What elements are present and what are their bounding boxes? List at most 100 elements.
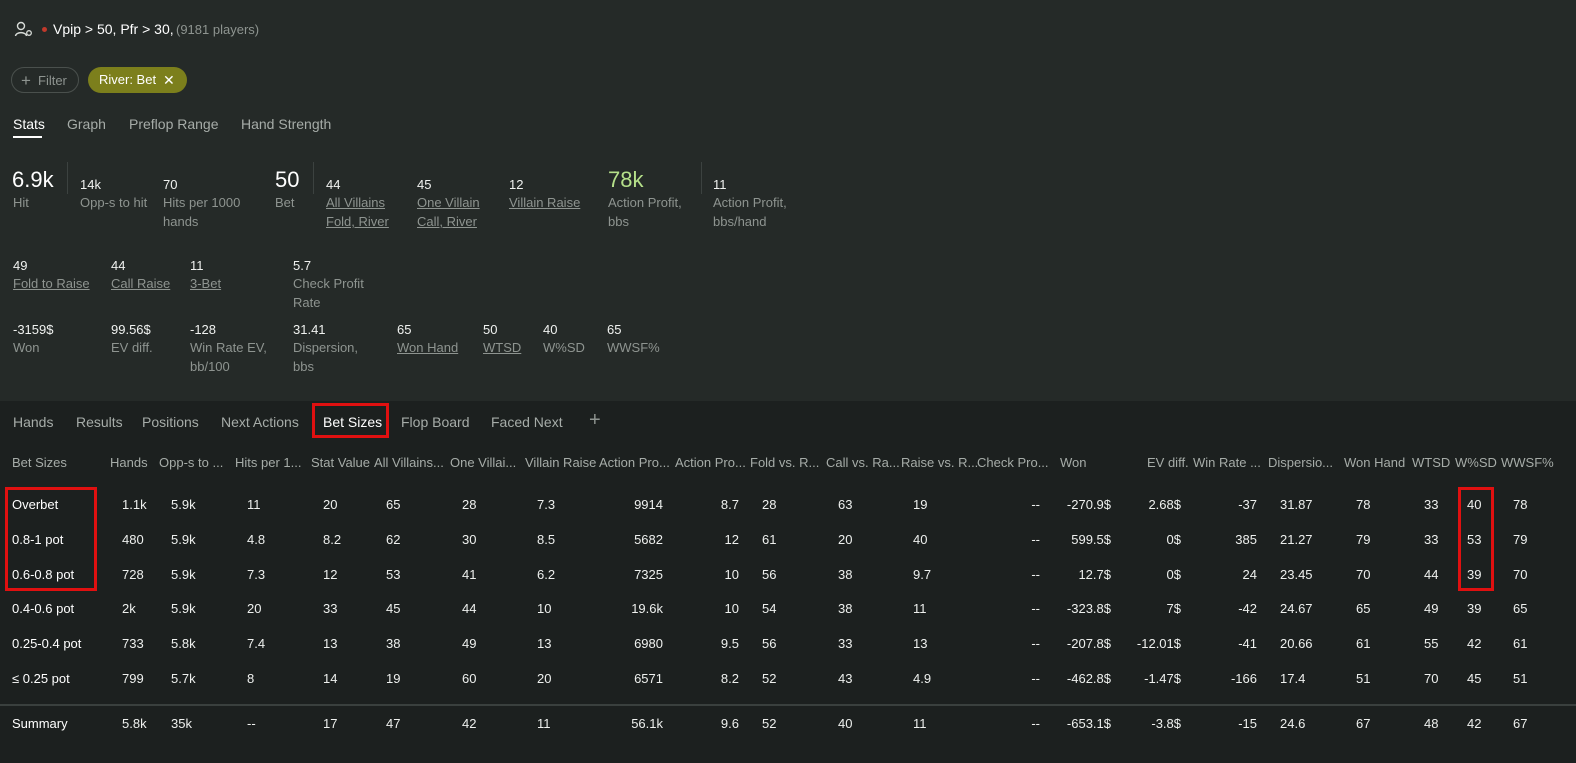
- col-one-villain-cell: 60: [462, 671, 477, 686]
- col-hits-per-header[interactable]: Hits per 1...: [235, 455, 302, 470]
- tab-results[interactable]: Results: [76, 414, 123, 430]
- stat-wsd-label: W%SD: [543, 340, 585, 355]
- col-won-hand-header[interactable]: Won Hand: [1344, 455, 1406, 470]
- col-hands-cell: 799: [122, 671, 144, 686]
- add-filter-button[interactable]: + Filter: [11, 67, 79, 93]
- col-wtsd-header[interactable]: WTSD: [1412, 455, 1451, 470]
- stat-opps-label: Opp-s to hit: [80, 195, 148, 210]
- col-won-cell: 12.7$: [1078, 567, 1111, 582]
- col-wwsf-header[interactable]: WWSF%: [1501, 455, 1554, 470]
- col-action-profit-hand-header[interactable]: Action Pro...: [675, 455, 746, 470]
- col-win-rate-cell: 385: [1235, 532, 1257, 547]
- col-call-vs-raise-cell: 33: [838, 636, 853, 651]
- col-won-cell: -462.8$: [1066, 671, 1111, 686]
- close-icon[interactable]: ✕: [163, 72, 175, 88]
- tab-next-actions[interactable]: Next Actions: [221, 414, 299, 430]
- col-villain-raise-header[interactable]: Villain Raise: [525, 455, 597, 470]
- tab-preflop-range[interactable]: Preflop Range: [129, 116, 219, 132]
- col-opps-to-cell: 5.9k: [171, 567, 196, 582]
- stat-all-villains-fold-link-2[interactable]: Fold, River: [326, 214, 389, 229]
- col-bet-sizes-header[interactable]: Bet Sizes: [12, 455, 67, 470]
- col-call-vs-raise-header[interactable]: Call vs. Ra...: [826, 455, 900, 470]
- stat-wwsf-label: WWSF%: [607, 340, 660, 355]
- col-raise-vs-raise-cell: 11: [913, 716, 927, 731]
- stat-won-hand-link[interactable]: Won Hand: [397, 340, 459, 355]
- col-raise-vs-raise-cell: 19: [913, 497, 928, 512]
- add-filter-label: Filter: [38, 73, 67, 88]
- user-gear-icon[interactable]: [14, 20, 34, 40]
- stat-wtsd-link[interactable]: WTSD: [483, 340, 522, 355]
- stat-ev-diff-label: EV diff.: [111, 340, 153, 355]
- stat-call-raise-link[interactable]: Call Raise: [111, 276, 171, 291]
- col-hits-per-cell: 8: [247, 671, 255, 686]
- stat-opps-value: 14k: [80, 177, 101, 192]
- stat-wsd-value: 40: [543, 322, 558, 337]
- col-wwsf-cell: 70: [1513, 567, 1528, 582]
- col-stat-value-cell: 33: [323, 601, 338, 616]
- col-one-villain-header[interactable]: One Villai...: [450, 455, 517, 470]
- col-stat-value-header[interactable]: Stat Value: [311, 455, 371, 470]
- tab-hands[interactable]: Hands: [13, 414, 54, 430]
- stat-fold-to-raise-link[interactable]: Fold to Raise: [13, 276, 90, 291]
- col-fold-vs-raise-header[interactable]: Fold vs. R...: [750, 455, 820, 470]
- col-opps-to-header[interactable]: Opp-s to ...: [159, 455, 224, 470]
- col-win-rate-header[interactable]: Win Rate ...: [1193, 455, 1261, 470]
- col-won-hand-cell: 78: [1356, 497, 1371, 512]
- col-all-villains-cell: 65: [386, 497, 401, 512]
- col-won-header[interactable]: Won: [1060, 455, 1087, 470]
- col-ev-diff-header[interactable]: EV diff.: [1147, 455, 1189, 470]
- col-one-villain-cell: 44: [462, 601, 477, 616]
- stat-check-profit-label-2: Rate: [293, 295, 321, 310]
- active-filter-chip[interactable]: River: Bet ✕: [88, 67, 187, 93]
- col-raise-vs-raise-header[interactable]: Raise vs. R...: [901, 455, 979, 470]
- col-wwsf-cell: 79: [1513, 532, 1528, 547]
- stat-fold-to-raise-value: 49: [13, 258, 28, 273]
- col-bet-sizes-cell: 0.4-0.6 pot: [12, 601, 75, 616]
- col-dispersion-cell: 24.6: [1280, 716, 1306, 731]
- col-raise-vs-raise-cell: 13: [913, 636, 928, 651]
- stat-3bet-link[interactable]: 3-Bet: [190, 276, 222, 291]
- col-action-profit-cell: 6980: [634, 636, 663, 651]
- col-wsd-header[interactable]: W%SD: [1455, 455, 1497, 470]
- col-all-villains-cell: 62: [386, 532, 401, 547]
- summary-divider: [0, 704, 1576, 706]
- tab-positions[interactable]: Positions: [142, 414, 199, 430]
- col-all-villains-header[interactable]: All Villains...: [374, 455, 444, 470]
- stat-wwsf-value: 65: [607, 322, 622, 337]
- col-opps-to-cell: 35k: [171, 716, 192, 731]
- tab-hand-strength[interactable]: Hand Strength: [241, 116, 332, 132]
- highlight-bet-sizes-tab: [312, 403, 389, 438]
- col-check-profit-header[interactable]: Check Pro...: [977, 455, 1049, 470]
- col-villain-raise-cell: 10: [537, 601, 552, 616]
- col-dispersion-cell: 23.45: [1280, 567, 1313, 582]
- col-ev-diff-cell: 2.68$: [1148, 497, 1181, 512]
- add-tab-button[interactable]: +: [589, 409, 601, 431]
- tab-bet-sizes[interactable]: Bet Sizes: [323, 414, 383, 430]
- col-one-villain-cell: 49: [462, 636, 477, 651]
- col-dispersion-cell: 17.4: [1280, 671, 1306, 686]
- col-wtsd-cell: 49: [1424, 601, 1439, 616]
- stat-action-profit-label: Action Profit,: [608, 195, 682, 210]
- col-wwsf-cell: 61: [1513, 636, 1528, 651]
- col-opps-to-cell: 5.9k: [171, 601, 196, 616]
- col-one-villain-cell: 28: [462, 497, 477, 512]
- col-win-rate-cell: -41: [1238, 636, 1257, 651]
- tab-flop-board[interactable]: Flop Board: [401, 414, 470, 430]
- tab-stats[interactable]: Stats: [13, 116, 45, 132]
- stat-all-villains-fold-link[interactable]: All Villains: [326, 195, 386, 210]
- stat-dispersion-label-2: bbs: [293, 359, 314, 374]
- stat-win-rate-ev-value: -128: [190, 322, 217, 337]
- col-check-profit-cell: --: [1031, 497, 1040, 512]
- col-action-profit-header[interactable]: Action Pro...: [599, 455, 670, 470]
- stat-one-villain-call-link[interactable]: One Villain: [417, 195, 480, 210]
- col-hands-header[interactable]: Hands: [110, 455, 148, 470]
- col-hands-cell: 480: [122, 532, 144, 547]
- stat-one-villain-call-link-2[interactable]: Call, River: [417, 214, 477, 229]
- col-all-villains-cell: 47: [386, 716, 401, 731]
- col-won-hand-cell: 65: [1356, 601, 1371, 616]
- stat-villain-raise-link[interactable]: Villain Raise: [509, 195, 581, 210]
- tab-graph[interactable]: Graph: [67, 116, 106, 132]
- col-dispersion-header[interactable]: Dispersio...: [1268, 455, 1334, 470]
- col-raise-vs-raise-cell: 9.7: [913, 567, 932, 582]
- tab-faced-next[interactable]: Faced Next: [491, 414, 563, 430]
